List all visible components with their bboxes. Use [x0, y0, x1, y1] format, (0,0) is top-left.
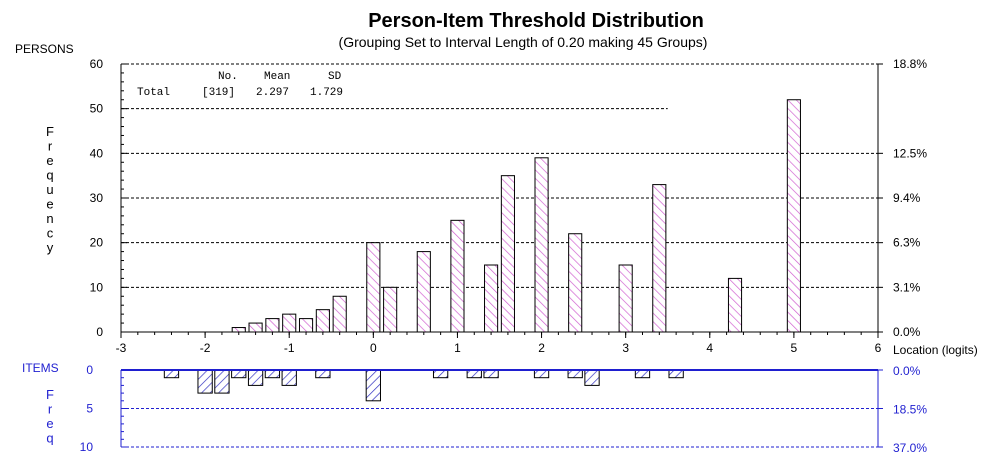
x-tick-label: 6 [875, 341, 882, 355]
items-bar [231, 369, 247, 379]
summary-header-no: No. [218, 71, 238, 83]
persons-bar [618, 264, 633, 333]
persons-bar [248, 322, 263, 333]
persons-y-label-char: e [46, 197, 53, 212]
summary-table: No. Mean SD Total [319] 2.297 1.729 [137, 71, 343, 99]
items-y-label-char: F [46, 387, 54, 402]
persons-y-label-char: r [48, 139, 53, 154]
x-tick-label: 1 [454, 341, 461, 355]
summary-count: [319] [202, 87, 235, 99]
persons-bar [652, 184, 667, 333]
items-percent-tick-label: 0.0% [893, 364, 921, 378]
items-bar [466, 369, 482, 379]
persons-y-label-char: u [46, 182, 53, 197]
persons-bar [315, 309, 330, 333]
x-tick-label: 0 [370, 341, 377, 355]
items-bar [432, 369, 449, 379]
persons-percent-tick-label: 12.5% [893, 146, 927, 160]
chart-title: Person-Item Threshold Distribution [368, 10, 704, 32]
items-bar [668, 369, 684, 379]
items-percent-tick-label: 18.5% [893, 403, 927, 417]
items-y-tick-label: 10 [80, 440, 94, 454]
items-y-label-char: r [48, 402, 53, 417]
persons-bar [534, 157, 549, 333]
persons-percent-tick-label: 3.1% [893, 280, 921, 294]
items-bar [264, 369, 281, 379]
x-tick-label: 2 [538, 341, 545, 355]
persons-bar [484, 264, 499, 333]
persons-y-label-char: e [46, 153, 53, 168]
persons-y-tick-label: 50 [90, 102, 104, 116]
x-tick-label: 3 [622, 341, 629, 355]
items-axis-title: ITEMS [22, 361, 59, 375]
persons-y-label-char: c [47, 226, 54, 241]
summary-row-label: Total [137, 87, 170, 99]
items-bar [214, 369, 230, 394]
persons-percent-tick-label: 6.3% [893, 236, 921, 250]
items-bar [584, 369, 600, 386]
items-bar [634, 369, 651, 379]
persons-bar [416, 251, 431, 333]
persons-bar [231, 327, 246, 333]
x-tick-label: 5 [791, 341, 798, 355]
persons-bar [298, 318, 314, 333]
persons-bar [282, 313, 297, 333]
items-bar [197, 369, 213, 394]
persons-y-tick-label: 60 [90, 57, 104, 71]
persons-bar [383, 286, 398, 333]
x-tick-label: -3 [116, 341, 127, 355]
items-bar [533, 369, 550, 379]
items-bar [281, 369, 297, 386]
chart-subtitle: (Grouping Set to Interval Length of 0.20… [339, 34, 708, 50]
persons-percent-tick-label: 18.8% [893, 57, 927, 71]
persons-y-label-char: F [46, 124, 54, 139]
summary-sd: 1.729 [310, 87, 343, 99]
persons-y-tick-label: 40 [90, 146, 104, 160]
persons-y-tick-label: 10 [90, 280, 104, 294]
items-percent-tick-label: 37.0% [893, 441, 927, 455]
persons-bar [568, 233, 583, 333]
persons-y-tick-label: 30 [90, 191, 104, 205]
summary-header-sd: SD [328, 71, 342, 83]
persons-bar [366, 242, 381, 333]
persons-bar [450, 219, 465, 333]
items-bar [247, 369, 264, 386]
persons-y-label-char: y [47, 240, 54, 255]
persons-axis-title: PERSONS [15, 42, 74, 56]
items-bar [163, 369, 180, 379]
x-tick-label: 4 [706, 341, 713, 355]
items-bar [567, 369, 583, 379]
summary-mean: 2.297 [256, 87, 289, 99]
x-axis-label: Location (logits) [893, 343, 978, 357]
persons-y-tick-label: 20 [90, 236, 104, 250]
persons-bar [727, 277, 743, 333]
persons-y-label-char: n [46, 211, 53, 226]
x-tick-label: -1 [284, 341, 295, 355]
persons-percent-tick-label: 0.0% [893, 325, 921, 339]
persons-y-tick-label: 0 [96, 325, 103, 339]
items-y-tick-label: 0 [86, 363, 93, 377]
persons-y-label-char: q [46, 168, 53, 183]
persons-percent-tick-label: 9.4% [893, 191, 921, 205]
items-y-label-char: q [46, 431, 53, 446]
items-bar [483, 369, 499, 379]
items-bar [365, 369, 381, 402]
items-bar [315, 369, 331, 379]
persons-bar [786, 99, 801, 333]
items-y-tick-label: 5 [86, 402, 93, 416]
persons-bar [332, 295, 347, 333]
items-y-label-char: e [46, 416, 53, 431]
persons-bar [500, 175, 515, 333]
persons-bar [265, 318, 280, 333]
summary-header-mean: Mean [264, 71, 290, 83]
x-tick-label: -2 [200, 341, 211, 355]
